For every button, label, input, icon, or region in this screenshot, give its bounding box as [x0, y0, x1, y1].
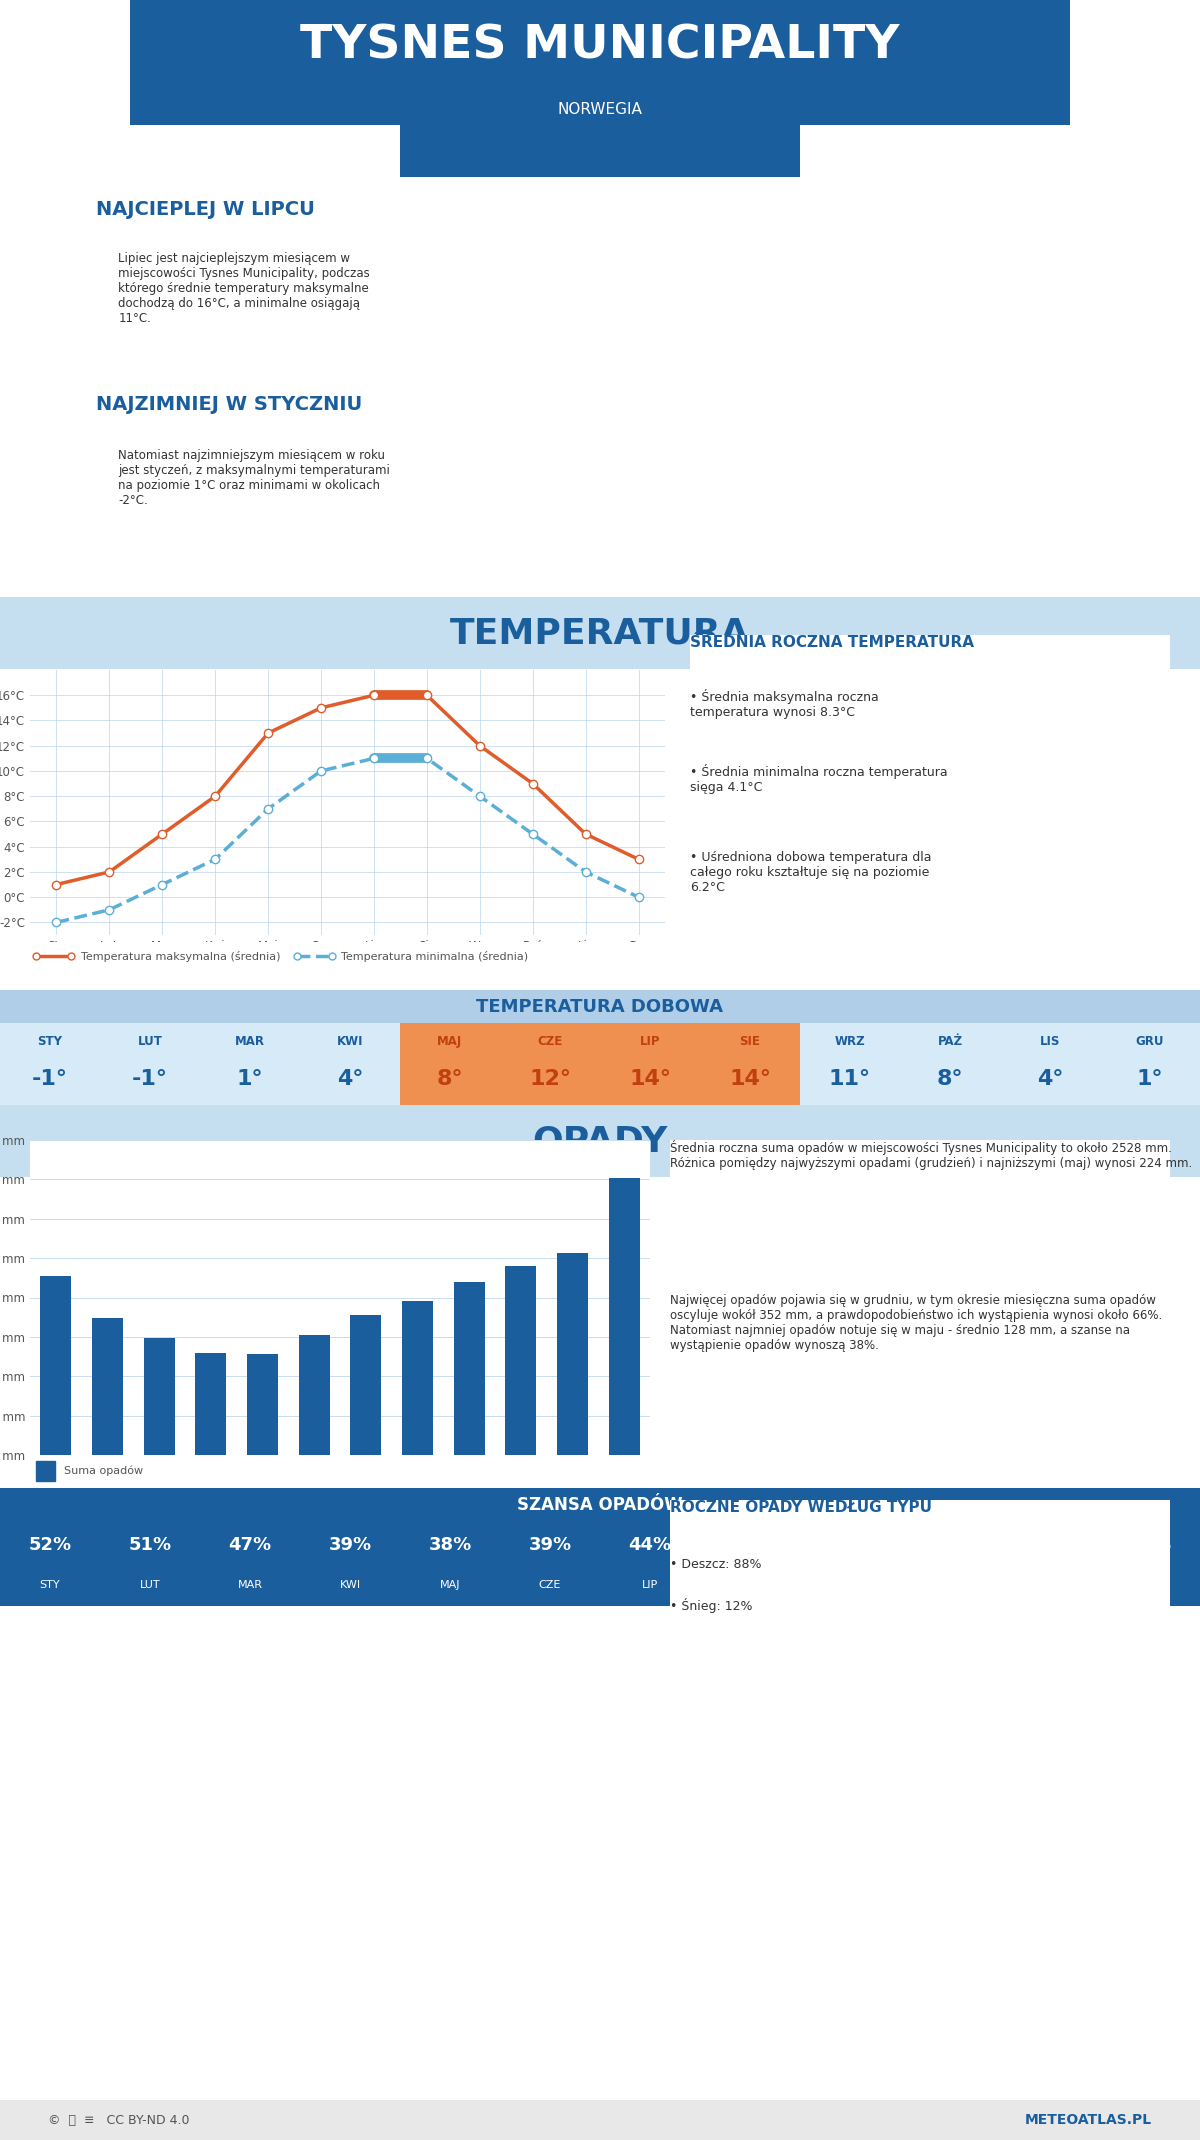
Text: MAJ: MAJ	[439, 1579, 461, 1590]
Text: 52%: 52%	[1028, 1537, 1072, 1554]
Text: Lipiec jest najcieplejszym miesiącem w
miejscowości Tysnes Municipality, podczas: Lipiec jest najcieplejszym miesiącem w m…	[119, 253, 371, 325]
Bar	[36, 1462, 55, 1481]
Text: -1°: -1°	[32, 1068, 68, 1089]
Text: NAJCIEPLEJ W LIPCU: NAJCIEPLEJ W LIPCU	[96, 199, 316, 218]
Text: OPADY: OPADY	[533, 1124, 667, 1158]
Bar	[557, 1252, 588, 1455]
Bar	[247, 1355, 278, 1455]
Text: WRZ: WRZ	[836, 1579, 863, 1590]
Text: 52%: 52%	[929, 1537, 972, 1554]
Text: Natomiast najzimniejszym miesiącem w roku
jest styczeń, z maksymalnymi temperatu: Natomiast najzimniejszym miesiącem w rok…	[119, 449, 390, 507]
Text: 38%: 38%	[428, 1537, 472, 1554]
Bar	[402, 1301, 433, 1455]
Text: STY: STY	[37, 1034, 62, 1049]
Bar	[92, 1318, 124, 1455]
Text: ©  ⓘ  ≡   CC BY-ND 4.0: © ⓘ ≡ CC BY-ND 4.0	[48, 2114, 190, 2127]
Bar	[41, 1275, 71, 1455]
Text: TEMPERATURA DOBOWA: TEMPERATURA DOBOWA	[476, 997, 724, 1016]
Text: SIE: SIE	[739, 1034, 761, 1049]
Text: 47%: 47%	[228, 1537, 271, 1554]
Text: LIP: LIP	[640, 1034, 660, 1049]
Text: GRU: GRU	[1138, 1579, 1163, 1590]
Text: ROCZNE OPADY WEDŁUG TYPU: ROCZNE OPADY WEDŁUG TYPU	[670, 1500, 932, 1515]
Text: 1°: 1°	[236, 1068, 263, 1089]
Text: 66%: 66%	[1128, 1537, 1171, 1554]
Text: KWI: KWI	[337, 1034, 364, 1049]
Text: • Średnia maksymalna roczna
temperatura wynosi 8.3°C: • Średnia maksymalna roczna temperatura …	[690, 689, 878, 719]
Text: TYSNES MUNICIPALITY: TYSNES MUNICIPALITY	[300, 24, 900, 68]
Text: 14°: 14°	[629, 1068, 671, 1089]
Text: LIS: LIS	[1040, 1034, 1060, 1049]
Text: MAJ: MAJ	[437, 1034, 463, 1049]
Text: PAŻ: PAŻ	[937, 1034, 962, 1049]
Text: LIP: LIP	[642, 1579, 658, 1590]
Text: TEMPERATURA: TEMPERATURA	[450, 616, 750, 651]
Text: STY: STY	[40, 1579, 60, 1590]
Text: Średnia roczna suma opadów w miejscowości Tysnes Municipality to około 2528 mm. : Średnia roczna suma opadów w miejscowośc…	[670, 1141, 1193, 1171]
Text: 51%: 51%	[728, 1537, 772, 1554]
Text: 8°: 8°	[437, 1068, 463, 1089]
Bar	[144, 1338, 175, 1455]
Text: 44%: 44%	[629, 1537, 672, 1554]
Text: -1°: -1°	[132, 1068, 168, 1089]
Bar	[299, 1335, 330, 1455]
Text: 14°: 14°	[730, 1068, 772, 1089]
Text: SZANSA OPADÓW: SZANSA OPADÓW	[517, 1496, 683, 1513]
Text: MAR: MAR	[238, 1579, 263, 1590]
Text: 8°: 8°	[937, 1068, 964, 1089]
Text: KWI: KWI	[340, 1579, 360, 1590]
Bar	[196, 1352, 227, 1455]
Text: • Deszcz: 88%: • Deszcz: 88%	[670, 1558, 762, 1571]
Text: Temperatura maksymalna (średnia): Temperatura maksymalna (średnia)	[80, 950, 281, 961]
Text: CZE: CZE	[539, 1579, 562, 1590]
Text: GRU: GRU	[1135, 1034, 1164, 1049]
Text: LUT: LUT	[138, 1034, 162, 1049]
Text: • Uśredniona dobowa temperatura dla
całego roku kształtuje się na poziomie
6.2°C: • Uśredniona dobowa temperatura dla całe…	[690, 852, 931, 895]
Text: LUT: LUT	[139, 1579, 161, 1590]
Text: LIS: LIS	[1042, 1579, 1058, 1590]
Text: 54%: 54%	[828, 1537, 871, 1554]
Text: NAJZIMNIEJ W STYCZNIU: NAJZIMNIEJ W STYCZNIU	[96, 396, 362, 413]
Text: 4°: 4°	[337, 1068, 364, 1089]
Bar	[505, 1267, 536, 1455]
Text: MAR: MAR	[235, 1034, 265, 1049]
Text: • Średnia minimalna roczna temperatura
sięga 4.1°C: • Średnia minimalna roczna temperatura s…	[690, 764, 948, 794]
Text: Najwięcej opadów pojawia się w grudniu, w tym okresie miesięczna suma opadów osc: Najwięcej opadów pojawia się w grudniu, …	[670, 1293, 1163, 1352]
Text: NORWEGIA: NORWEGIA	[558, 101, 642, 116]
Bar	[350, 1314, 382, 1455]
Text: Temperatura minimalna (średnia): Temperatura minimalna (średnia)	[341, 950, 528, 961]
Text: • Śnieg: 12%: • Śnieg: 12%	[670, 1599, 752, 1614]
Bar	[608, 1177, 640, 1455]
Text: 51%: 51%	[128, 1537, 172, 1554]
Bar	[454, 1282, 485, 1455]
Text: 4°: 4°	[1037, 1068, 1063, 1089]
Text: CZE: CZE	[538, 1034, 563, 1049]
Text: ŚREDNIA ROCZNA TEMPERATURA: ŚREDNIA ROCZNA TEMPERATURA	[690, 636, 974, 651]
Text: 52%: 52%	[29, 1537, 72, 1554]
Text: 12°: 12°	[529, 1068, 571, 1089]
Text: 1°: 1°	[1136, 1068, 1163, 1089]
Text: 11°: 11°	[829, 1068, 871, 1089]
Text: PAŻ: PAŻ	[940, 1579, 961, 1590]
Text: Suma opadów: Suma opadów	[64, 1466, 143, 1477]
Text: WRZ: WRZ	[835, 1034, 865, 1049]
Text: SIE: SIE	[742, 1579, 758, 1590]
Text: 39%: 39%	[329, 1537, 372, 1554]
Text: 39%: 39%	[528, 1537, 571, 1554]
Text: METEOATLAS.PL: METEOATLAS.PL	[1025, 2112, 1152, 2127]
Polygon shape	[420, 124, 780, 178]
